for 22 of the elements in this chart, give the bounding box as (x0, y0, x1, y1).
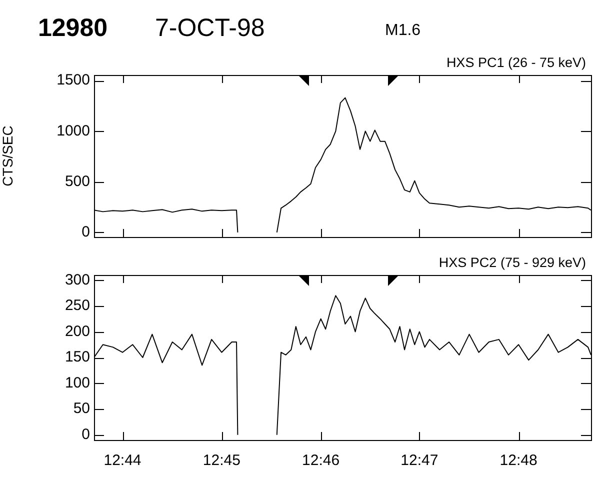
text: M1.6 (385, 22, 421, 40)
y-tick-label: 250 (64, 297, 90, 314)
y-tick-label: 1000 (56, 122, 90, 140)
y-tick-label: 500 (64, 172, 90, 190)
y-tick-label: 1500 (56, 72, 90, 89)
y-tick-label: 300 (64, 271, 90, 288)
y-tick-label: 200 (64, 322, 90, 340)
y-tick-label: 150 (64, 348, 90, 366)
y-tick-label: 0 (82, 426, 90, 443)
y-tick-label: 50 (73, 400, 90, 418)
y-tick-label: 0 (82, 224, 90, 241)
x-tick-label: 12:46 (302, 452, 340, 470)
chart-title: 12980 (38, 14, 108, 43)
x-tick-label: 12:45 (202, 452, 240, 470)
y-tick-label: 100 (64, 374, 90, 392)
y-axis-title: CTS/SEC (0, 126, 16, 186)
text: HXS PC1 (26 - 75 keV) (446, 55, 586, 70)
x-tick-label: 12:44 (104, 452, 142, 470)
chart-subtitle: 7-OCT-98 (155, 14, 265, 43)
x-tick-label: 12:47 (400, 452, 438, 470)
text: HXS PC2 (75 - 929 keV) (438, 255, 586, 270)
x-tick-label: 12:48 (500, 452, 538, 470)
